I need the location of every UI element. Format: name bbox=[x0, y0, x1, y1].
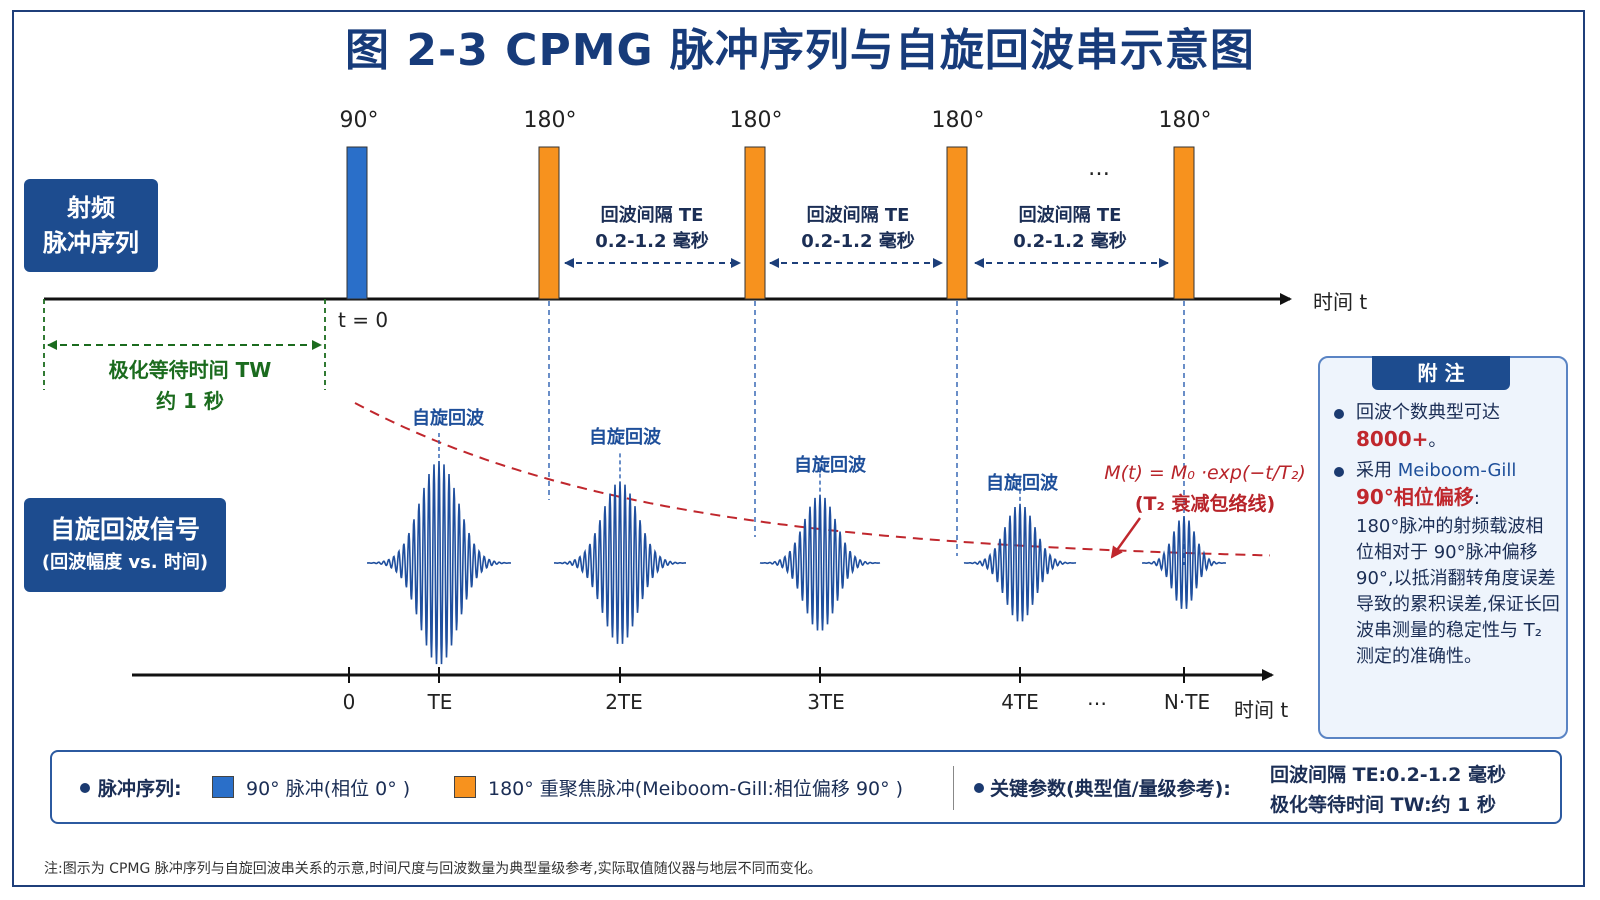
tick-label-3te: 3TE bbox=[807, 690, 845, 714]
echo-wave-4 bbox=[963, 503, 1077, 622]
tw-label-line1: 极化等待时间 TW bbox=[108, 358, 272, 382]
echo-label-1: 自旋回波 bbox=[412, 408, 484, 429]
legend-pulse180: 180° 重聚焦脉冲(Meiboom-Gill:相位偏移 90° ) bbox=[488, 778, 904, 800]
echo-wave-2 bbox=[554, 481, 686, 644]
te-interval-label-2: 回波间隔 TE 0.2-1.2 毫秒 bbox=[758, 203, 958, 255]
echo-wave-3 bbox=[759, 494, 881, 631]
tick-label-nte: N·TE bbox=[1163, 690, 1211, 714]
legend-pulse-seq: 脉冲序列: bbox=[98, 778, 182, 800]
pulse-1 bbox=[346, 146, 368, 300]
note1-suffix: 。 bbox=[1428, 430, 1447, 451]
te-interval-1-line1: 回波间隔 TE bbox=[600, 205, 704, 226]
pulse-3 bbox=[744, 146, 766, 300]
envelope-formula: M(t) = M₀ ·exp(−t/T₂) bbox=[1104, 462, 1306, 484]
legend-param1: 回波间隔 TE:0.2-1.2 毫秒 bbox=[1270, 764, 1506, 786]
pulse-label-90: 90° bbox=[339, 108, 379, 133]
te-interval-1-line2: 0.2-1.2 毫秒 bbox=[595, 231, 709, 252]
envelope-pointer-arrow bbox=[1110, 517, 1141, 559]
tick-label-2te: 2TE bbox=[605, 690, 643, 714]
bullet-icon bbox=[1334, 409, 1344, 419]
notes-body: 回波个数典型可达 8000+。 采用 Meiboom-Gill 90°相位偏移:… bbox=[1334, 400, 1560, 670]
bullet-icon bbox=[80, 783, 90, 793]
pulse-2 bbox=[538, 146, 560, 300]
note-item-1: 回波个数典型可达 8000+。 bbox=[1334, 400, 1560, 454]
spin-echo-signal-badge: 自旋回波信号 (回波幅度 vs. 时间) bbox=[24, 498, 226, 592]
signal-badge-line2: (回波幅度 vs. 时间) bbox=[41, 552, 209, 573]
envelope-caption: (T₂ 衰减包络线) bbox=[1134, 493, 1276, 515]
rf-badge-line2: 脉冲序列 bbox=[43, 228, 139, 257]
pulse-label-180-3: 180° bbox=[931, 108, 985, 133]
note1-highlight: 8000+ bbox=[1356, 427, 1429, 451]
envelope-label: M(t) = M₀ ·exp(−t/T₂) (T₂ 衰减包络线) bbox=[1090, 458, 1320, 520]
echo-axis-label: 时间 t bbox=[1234, 698, 1289, 722]
note2-highlight: 90°相位偏移 bbox=[1356, 485, 1474, 509]
legend-box: 脉冲序列: 90° 脉冲(相位 0° ) 180° 重聚焦脉冲(Meiboom-… bbox=[50, 750, 1562, 824]
tw-label-line2: 约 1 秒 bbox=[156, 389, 224, 413]
echo-wave-1 bbox=[367, 460, 511, 665]
pulse-4 bbox=[946, 146, 968, 300]
figure-border bbox=[12, 10, 1585, 887]
pulse-ellipsis: … bbox=[1088, 156, 1110, 181]
tick-label-te: TE bbox=[427, 690, 453, 714]
tw-label: 极化等待时间 TW 约 1 秒 bbox=[60, 355, 320, 417]
echo-label-4: 自旋回波 bbox=[986, 473, 1058, 494]
note2-colon: : bbox=[1473, 488, 1480, 509]
figure-title: 图 2-3 CPMG 脉冲序列与自旋回波串示意图 bbox=[345, 25, 1255, 76]
te-interval-2-line2: 0.2-1.2 毫秒 bbox=[801, 231, 915, 252]
legend-swatch-180 bbox=[454, 776, 476, 798]
note-item-2: 采用 Meiboom-Gill 90°相位偏移: bbox=[1334, 458, 1560, 512]
note2-body: 180°脉冲的射频载波相位相对于 90°脉冲偏移 90°,以抵消翻转角度误差导致… bbox=[1356, 516, 1560, 667]
pulse-label-180-4: 180° bbox=[1158, 108, 1212, 133]
te-interval-label-3: 回波间隔 TE 0.2-1.2 毫秒 bbox=[970, 203, 1170, 255]
tick-label-ellipsis: … bbox=[1087, 686, 1107, 710]
pulse-label-180-2: 180° bbox=[729, 108, 783, 133]
pulse-label-180-1: 180° bbox=[523, 108, 577, 133]
t-zero-label: t = 0 bbox=[338, 308, 389, 332]
legend-pulse90: 90° 脉冲(相位 0° ) bbox=[246, 778, 411, 800]
te-interval-3-line2: 0.2-1.2 毫秒 bbox=[1013, 231, 1127, 252]
signal-badge-line1: 自旋回波信号 bbox=[49, 515, 200, 544]
notes-heading: 附 注 bbox=[1372, 356, 1510, 390]
legend-swatch-90 bbox=[212, 776, 234, 798]
legend-key-params: 关键参数(典型值/量级参考): bbox=[990, 778, 1231, 800]
footnote: 注:图示为 CPMG 脉冲序列与自旋回波串关系的示意,时间尺度与回波数量为典型量… bbox=[44, 861, 822, 877]
pulse-5 bbox=[1173, 146, 1195, 300]
note2-name: Meiboom-Gill bbox=[1397, 460, 1517, 481]
tick-label-4te: 4TE bbox=[1001, 690, 1039, 714]
legend-param2: 极化等待时间 TW:约 1 秒 bbox=[1270, 794, 1496, 816]
echo-label-3: 自旋回波 bbox=[794, 455, 866, 476]
bullet-icon bbox=[1334, 467, 1344, 477]
rf-axis-label: 时间 t bbox=[1313, 290, 1368, 314]
bullet-icon bbox=[974, 783, 984, 793]
rf-badge-line1: 射频 bbox=[67, 193, 115, 222]
tick-label-0: 0 bbox=[342, 690, 356, 714]
rf-pulse-sequence-badge: 射频 脉冲序列 bbox=[24, 179, 158, 272]
echo-label-2: 自旋回波 bbox=[589, 427, 661, 448]
legend-separator bbox=[953, 766, 954, 810]
echo-wave-5 bbox=[1142, 516, 1226, 609]
notes-box: 附 注 回波个数典型可达 8000+。 采用 Meiboom-Gill 90°相… bbox=[1318, 356, 1568, 739]
te-interval-3-line1: 回波间隔 TE bbox=[1018, 205, 1122, 226]
note1-text: 回波个数典型可达 bbox=[1356, 402, 1500, 423]
note2-prefix: 采用 bbox=[1356, 460, 1392, 481]
te-interval-2-line1: 回波间隔 TE bbox=[806, 205, 910, 226]
te-interval-label-1: 回波间隔 TE 0.2-1.2 毫秒 bbox=[552, 203, 752, 255]
